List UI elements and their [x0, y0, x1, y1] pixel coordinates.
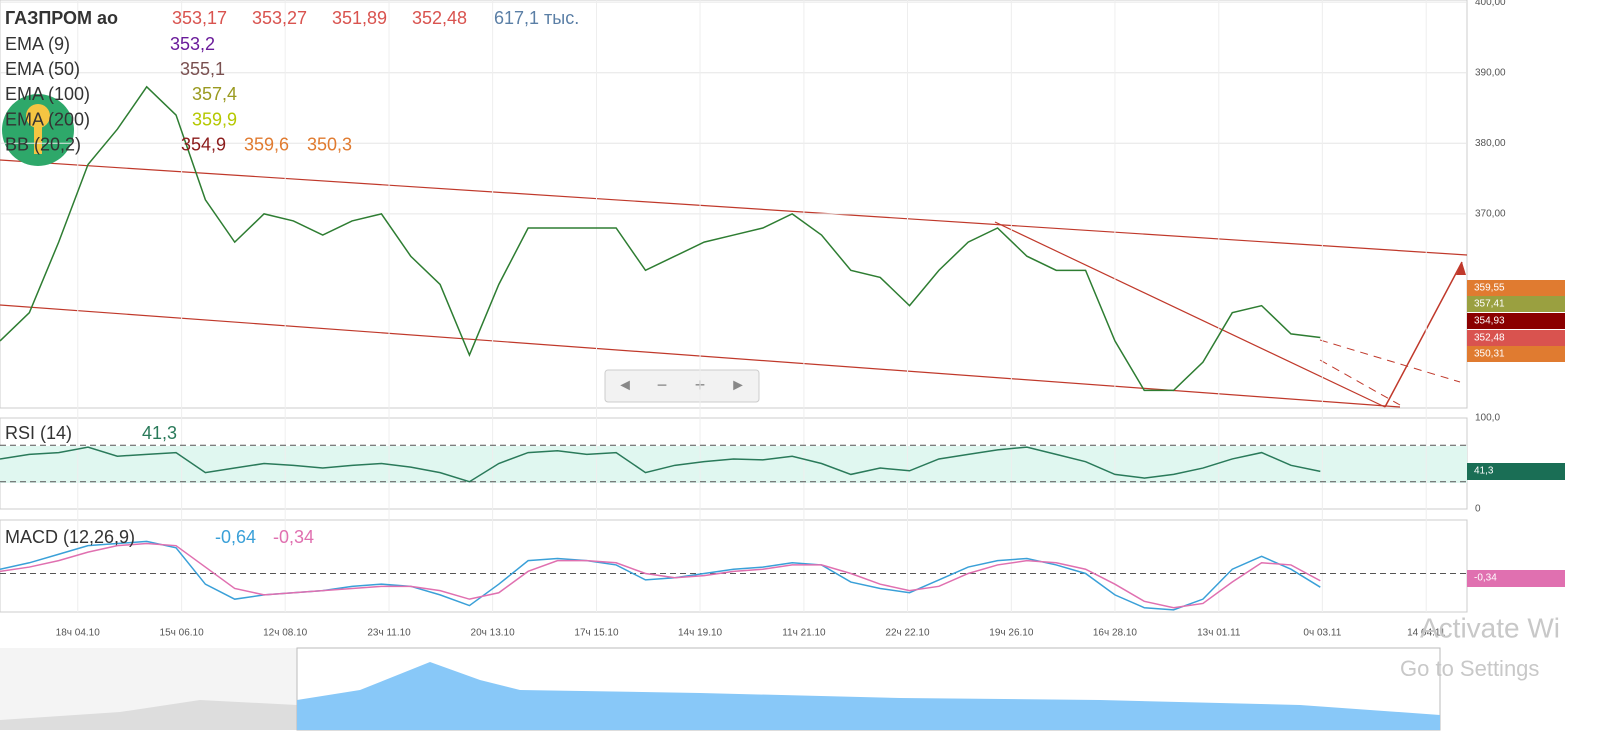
macd-tag [1467, 570, 1565, 587]
y-tick-label: 400,00 [1475, 0, 1506, 8]
series-line [0, 542, 1321, 609]
price-tag [1467, 296, 1565, 312]
y-tick-label: 370,00 [1475, 209, 1506, 220]
series-line [0, 446, 1321, 483]
x-tick-label: 14 04.11 [1407, 628, 1446, 639]
x-tick-label: 17ч 15.10 [574, 628, 619, 639]
price-tag [1467, 330, 1565, 346]
layout: ◄ − + ► [0, 0, 1468, 731]
series-line [0, 540, 1321, 611]
price-tag-label: 359,55 [1474, 283, 1505, 294]
x-tick-label: 20ч 13.10 [471, 628, 516, 639]
svg-text:−: − [657, 375, 668, 395]
x-tick-label: 16ч 28.10 [1093, 628, 1138, 639]
price-tag-label: 357,41 [1474, 299, 1505, 310]
legend-text: 359,9 [192, 109, 237, 129]
price-tag [1467, 280, 1565, 296]
x-tick-label: 14ч 19.10 [678, 628, 723, 639]
legend-text: ГАЗПРОМ ао [5, 8, 118, 28]
x-tick-label: 13ч 01.11 [1197, 628, 1241, 639]
legend-text: EMA (200) [5, 109, 90, 129]
legend-text: 353,27 [252, 8, 307, 28]
x-tick-label: 18ч 04.10 [56, 628, 101, 639]
y-tick-label: 390,00 [1475, 67, 1506, 78]
rsi-tag-label: 41,3 [1474, 466, 1494, 477]
legend-text: 359,6 [244, 135, 289, 155]
x-tick-label: 0ч 03.11 [1303, 628, 1341, 639]
x-tick-label: 11ч 21.10 [782, 628, 826, 639]
svg-text:►: ► [730, 377, 746, 394]
legend-text: BB (20,2) [5, 135, 81, 155]
legend-text: 41,3 [142, 423, 177, 443]
macd-tag-label: -0,34 [1474, 573, 1497, 584]
y-tick-label: 0 [1475, 504, 1481, 515]
price-tag-label: 350,31 [1474, 349, 1505, 360]
watermark: Go to Settings [1400, 656, 1539, 681]
series-line [0, 85, 1321, 392]
price-tag [1467, 313, 1565, 329]
x-tick-label: 23ч 11.10 [367, 628, 411, 639]
x-tick-label: 15ч 06.10 [160, 628, 205, 639]
legend-text: 353,17 [172, 8, 227, 28]
legend-text: 617,1 тыс. [494, 8, 579, 28]
x-tick-label: 22ч 22.10 [885, 628, 930, 639]
legend-text: MACD (12,26,9) [5, 527, 135, 547]
legend-text: 352,48 [412, 8, 467, 28]
y-tick-label: 100,0 [1475, 413, 1500, 424]
price-tag-label: 352,48 [1474, 333, 1505, 344]
x-tick-label: 12ч 08.10 [263, 628, 308, 639]
svg-text:◄: ◄ [617, 377, 633, 394]
legend-text: 357,4 [192, 84, 237, 104]
legend-text: 351,89 [332, 8, 387, 28]
legend-text: 350,3 [307, 135, 352, 155]
legend-text: RSI (14) [5, 423, 72, 443]
legend-text: 354,9 [181, 135, 226, 155]
legend-text: EMA (9) [5, 34, 70, 54]
legend-text: -0,34 [273, 527, 314, 547]
legend-text: EMA (100) [5, 84, 90, 104]
legend-text: 353,2 [170, 34, 215, 54]
legend-text: -0,64 [215, 527, 256, 547]
legend-text: EMA (50) [5, 59, 80, 79]
x-tick-label: 19ч 26.10 [989, 628, 1034, 639]
y-tick-label: 380,00 [1475, 138, 1506, 149]
legend-text: 355,1 [180, 59, 225, 79]
price-tag [1467, 346, 1565, 362]
price-tag-label: 354,93 [1474, 316, 1505, 327]
watermark: Activate Wi [1420, 612, 1560, 643]
rsi-tag [1467, 463, 1565, 480]
